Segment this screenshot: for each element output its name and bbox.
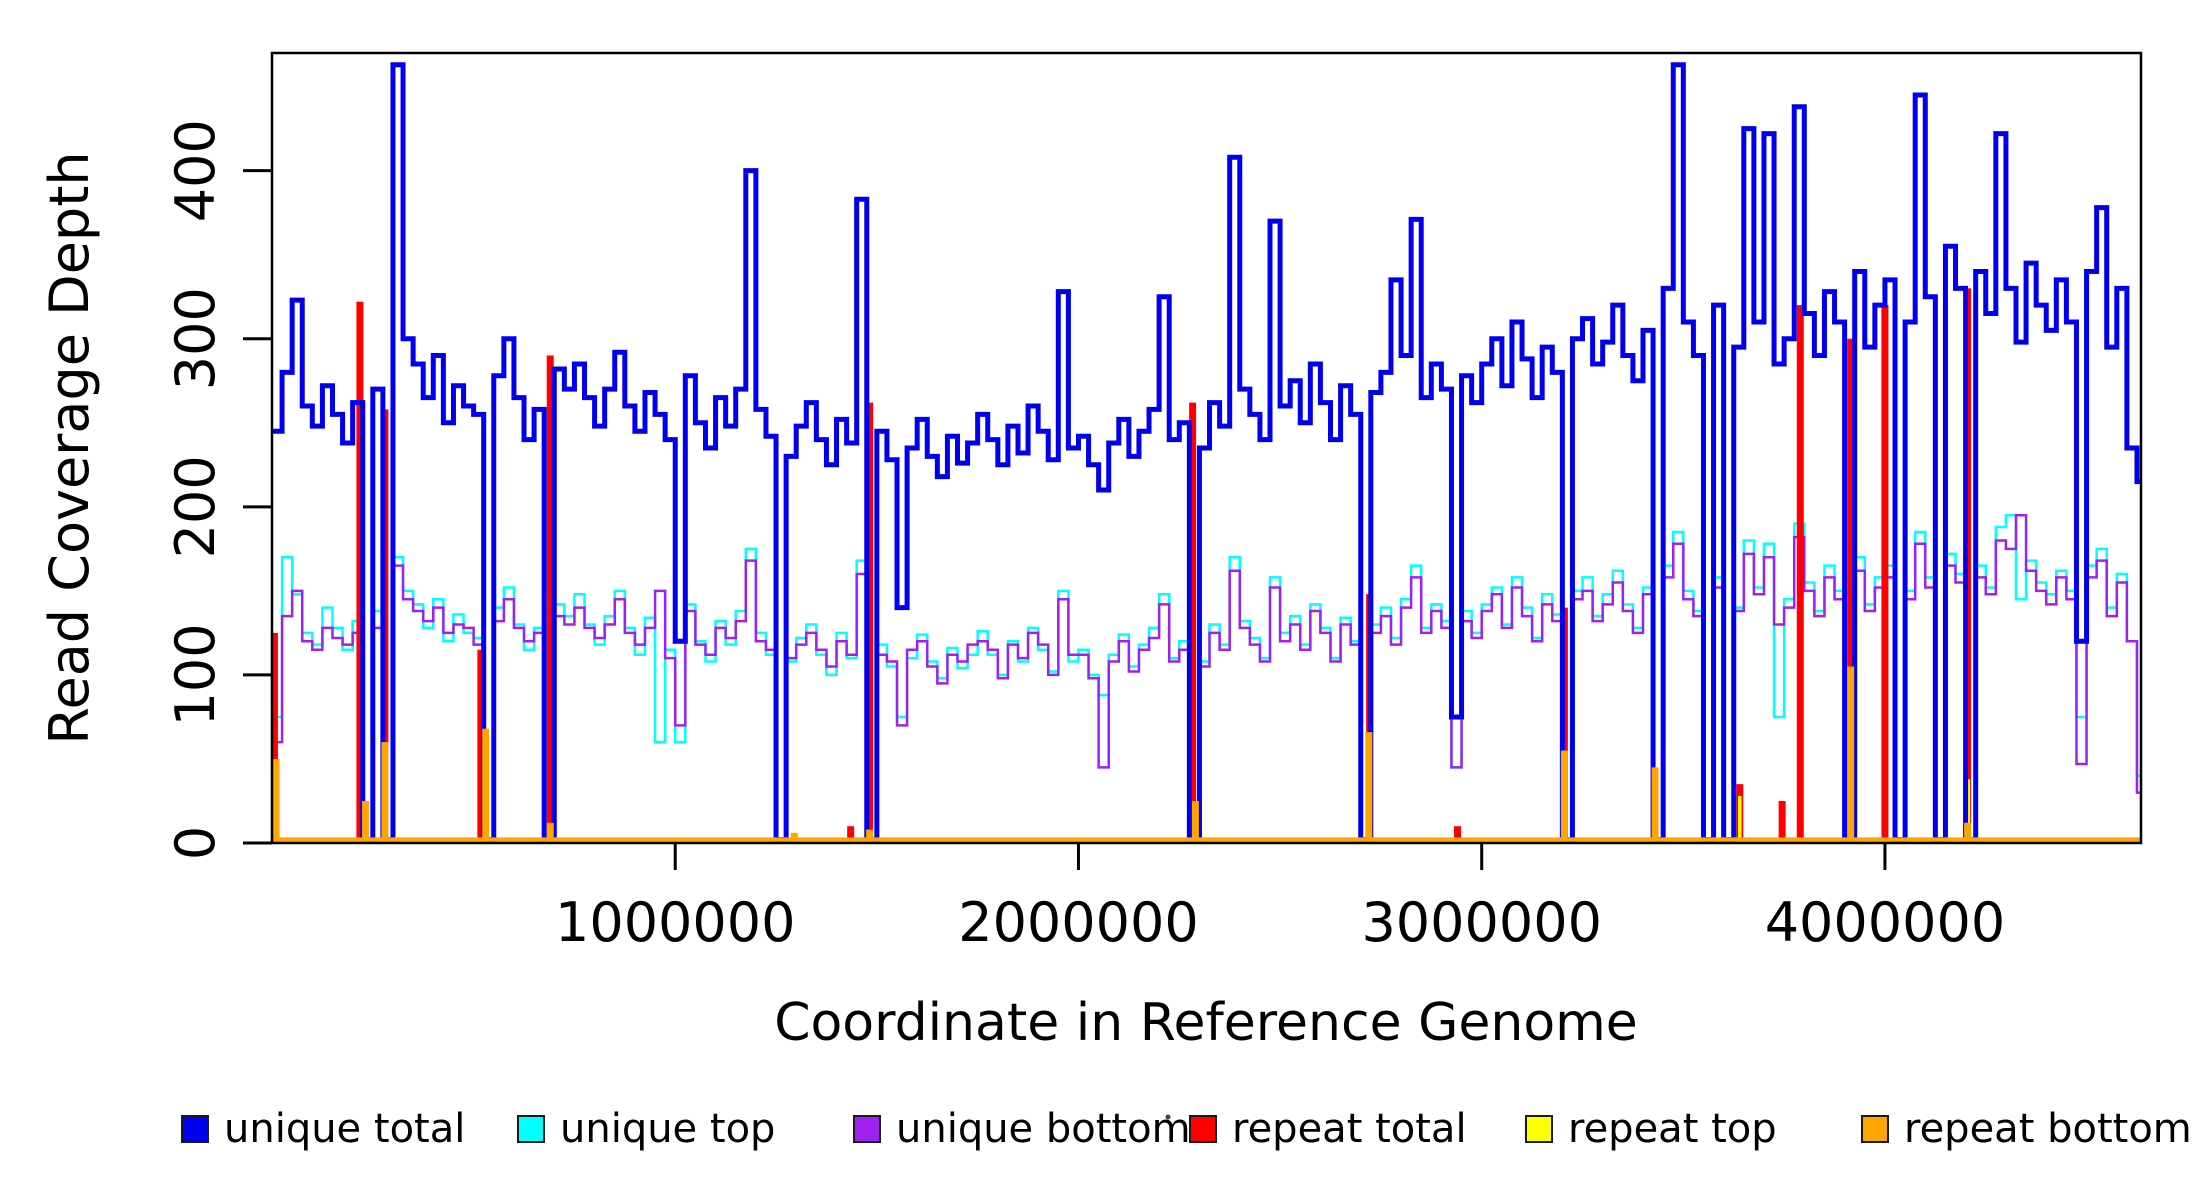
legend-item-unique-top: unique top <box>517 1106 775 1152</box>
y-tick-label: 200 <box>164 455 227 558</box>
series-unique-bottom <box>272 513 2141 841</box>
plot-series-group <box>270 62 2141 844</box>
legend-swatch <box>517 1115 545 1143</box>
legend-item-repeat-bottom: repeat bottom <box>1861 1106 2192 1152</box>
x-tick-label: 1000000 <box>555 891 796 954</box>
legend-label: repeat bottom <box>1904 1106 2192 1152</box>
legend-swatch <box>1525 1115 1553 1143</box>
legend: unique total unique top unique bottom repea… <box>181 1106 2192 1152</box>
x-axis-title: Coordinate in Reference Genome <box>774 993 1638 1053</box>
axes-layer: 1000000 2000000 3000000 4000000 0 100 200 300 40… <box>164 51 2143 954</box>
series-layer <box>270 62 2141 844</box>
legend-swatch <box>1189 1115 1217 1143</box>
legend-label: repeat total <box>1232 1106 1467 1152</box>
legend-item-repeat-top: repeat top <box>1525 1106 1777 1152</box>
legend-swatch <box>1861 1115 1889 1143</box>
legend-item-unique-bottom: unique bottom <box>853 1106 1191 1152</box>
series-repeat-bottom <box>272 666 2141 843</box>
x-tick-label: 4000000 <box>1765 891 2006 954</box>
x-tick-label: 3000000 <box>1361 891 1602 954</box>
legend-swatch <box>181 1115 209 1143</box>
legend-swatch <box>853 1115 881 1143</box>
legend-item-unique-total: unique total <box>181 1106 465 1152</box>
y-tick-label: 300 <box>164 287 227 390</box>
y-tick-label: 0 <box>164 826 227 860</box>
legend-label: unique total <box>224 1106 465 1152</box>
legend-label: unique bottom <box>896 1106 1191 1152</box>
stray-mark <box>1165 1114 1171 1120</box>
legend-label: unique top <box>560 1106 775 1152</box>
legend-label: repeat top <box>1568 1106 1777 1152</box>
plot-box <box>270 51 2143 845</box>
y-tick-label: 400 <box>164 119 227 222</box>
y-axis-title: Read Coverage Depth <box>38 151 101 744</box>
series-unique-total <box>272 62 2141 843</box>
y-tick-label: 100 <box>164 623 227 726</box>
x-tick-label: 2000000 <box>958 891 1199 954</box>
legend-item-repeat-total: repeat total <box>1189 1106 1467 1152</box>
